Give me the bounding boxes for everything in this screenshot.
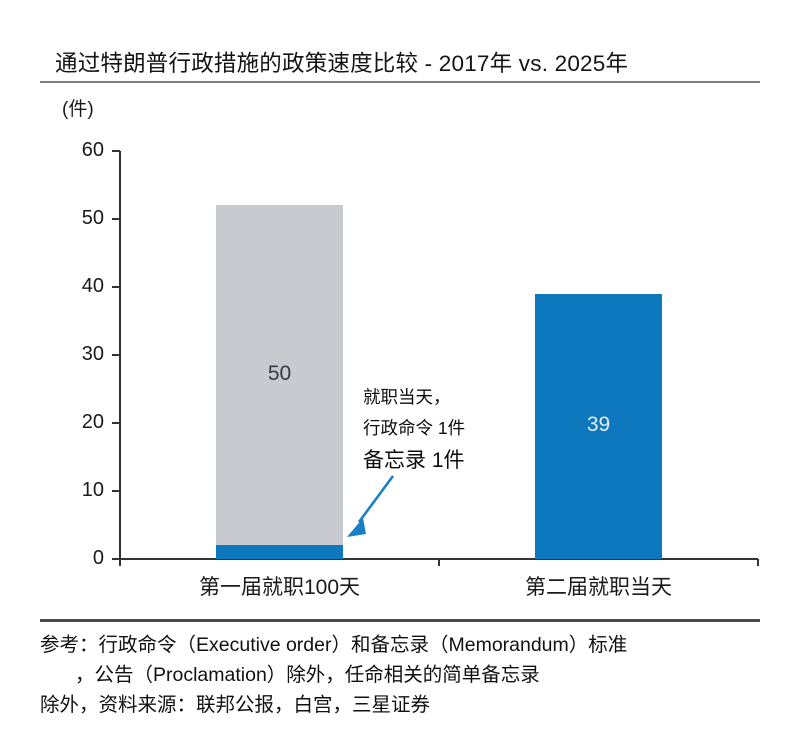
title-divider [40,81,760,83]
y-tick-mark [112,354,120,356]
y-axis-unit-label: (件) [62,99,94,120]
annotation-line-3: 备忘录 1件 [363,449,465,472]
x-tick-mark [119,559,121,566]
annotation-arrow-icon [347,475,395,537]
footer-note-line-1: 参考：行政命令（Executive order）和备忘录（Memorandum）… [40,634,628,656]
bar-value-label: 39 [586,413,611,437]
annotation-callout: 就职当天， 行政命令 1件 备忘录 1件 [363,387,466,472]
footer-divider [40,619,760,622]
y-tick-label: 60 [81,139,104,161]
y-tick-mark [112,490,120,492]
y-tick-label: 50 [81,207,104,229]
category-label: 第二届就职当天 [525,576,672,599]
bar-segment [216,545,343,559]
y-tick-mark [112,286,120,288]
bar-value-label: 50 [267,362,292,386]
y-tick-label: 40 [81,275,104,297]
x-tick-mark [757,559,759,566]
y-tick-mark [112,422,120,424]
bar-segment [535,293,662,559]
annotation-line-1: 就职当天， [363,387,451,407]
y-tick-mark [112,218,120,220]
y-tick-label: 20 [81,411,104,433]
footer-notes: 参考：行政命令（Executive order）和备忘录（Memorandum）… [40,630,760,720]
y-tick-label: 0 [92,547,104,569]
footer-note-line-2: ，公告（Proclamation）除外，任命相关的简单备忘录 [75,664,540,686]
y-tick-mark [112,150,120,152]
annotation-line-2: 行政命令 1件 [363,417,466,438]
category-label: 第一届就职100天 [198,576,361,599]
y-tick-label: 30 [81,343,104,365]
x-tick-mark [438,559,440,566]
footer-note-line-3: 除外，资料来源：联邦公报，白宫，三星证券 [40,694,431,716]
chart-title: 通过特朗普行政措施的政策速度比较 - 2017年 vs. 2025年 [55,51,629,76]
x-axis-line [112,558,758,560]
y-tick-label: 10 [81,479,104,501]
y-tick-mark [112,558,120,560]
bar-segment [216,205,343,546]
